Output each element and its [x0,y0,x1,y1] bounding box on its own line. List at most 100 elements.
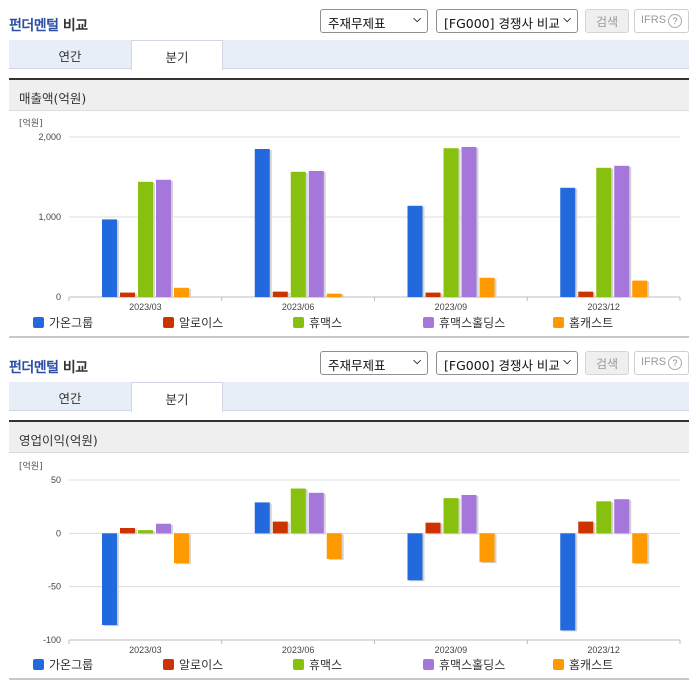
bar[interactable] [443,148,459,297]
statement-select[interactable]: 주재무제표 ⌵ [320,9,428,33]
bar[interactable] [174,287,189,297]
bar[interactable] [425,522,441,534]
legend-swatch-icon [423,658,434,670]
group-select[interactable]: [FG000] 경쟁사 비교 ⌵ [436,9,578,33]
legend-item[interactable]: 가온그룹 [33,656,93,672]
x-tick-label: 2023/09 [435,645,468,654]
bar[interactable] [560,187,576,297]
statement-select[interactable]: 주재무제표 ⌵ [320,351,428,375]
legend-label: 휴맥스홀딩스 [439,657,506,672]
bar[interactable] [596,167,612,297]
divider [9,336,689,338]
legend-item[interactable]: 휴맥스 [293,656,342,672]
tab-annual[interactable]: 연간 [58,391,82,406]
group-select-value: [FG000] 경쟁사 비교 [444,358,560,373]
legend-item[interactable]: 홈캐스트 [553,314,613,330]
tab-annual[interactable]: 연간 [58,49,82,64]
x-tick-label: 2023/03 [129,302,162,312]
chevron-down-icon: ⌵ [563,14,571,25]
chart-svg: [억원] 0 1,000 2,000 2023/03 2023/06 2023/09 2023… [19,117,681,312]
bar[interactable] [443,498,459,534]
revenue-bar-chart: [억원] 0 1,000 2,000 2023/03 2023/06 2023/09 2023… [0,112,696,312]
bar[interactable] [461,147,477,297]
chart-title: 영업이익(억원) [19,433,98,448]
bar[interactable] [425,292,441,297]
y-tick-label: -50 [48,582,61,592]
bar[interactable] [120,528,135,534]
ifrs-button[interactable]: IFRS ? [634,9,689,33]
bar[interactable] [272,521,288,534]
bar[interactable] [156,179,171,297]
legend-item[interactable]: 알로이스 [163,656,223,672]
y-tick-label: 0 [56,528,61,538]
fundamental-compare-revenue: 펀더멘털 비교 주재무제표 ⌵ [FG000] 경쟁사 비교 ⌵ 검색 IFRS… [0,8,696,338]
bar[interactable] [461,494,477,534]
bar[interactable] [632,280,648,297]
legend-item[interactable]: 알로이스 [163,314,223,330]
search-button[interactable]: 검색 [585,351,629,375]
legend-item[interactable]: 가온그룹 [33,314,93,330]
bar[interactable] [272,291,288,297]
bar[interactable] [614,165,630,297]
ifrs-label: IFRS [641,14,667,26]
statement-select-value: 주재무제표 [328,358,386,373]
legend-item[interactable]: 휴맥스홀딩스 [423,314,505,330]
bar[interactable] [632,533,648,564]
bar[interactable] [290,171,306,297]
unit-label: [억원] [19,460,43,472]
bar[interactable] [578,521,594,534]
x-tick-label: 2023/09 [435,302,468,312]
legend-item[interactable]: 휴맥스 [293,314,342,330]
chart-legend: 가온그룹 알로이스 휴맥스 휴맥스홀딩스 홈캐스트 [0,656,696,672]
bar[interactable] [560,533,576,631]
bar[interactable] [596,501,612,534]
bar[interactable] [102,219,117,297]
bar[interactable] [254,502,270,534]
legend-label: 휴맥스 [309,315,343,330]
bar[interactable] [290,488,306,534]
bar[interactable] [308,492,324,534]
bar[interactable] [102,533,117,626]
chart-svg: [억원] -100 -50 0 50 2023/03 2023/06 2023/09 2023/… [19,460,681,655]
bar[interactable] [479,533,495,563]
bar[interactable] [407,205,423,297]
tab-quarter[interactable]: 분기 [131,40,223,70]
legend-swatch-icon [423,316,434,328]
title-rest: 비교 [62,18,88,34]
section-title: 펀더멘털 비교 [9,357,88,377]
bar[interactable] [407,533,423,581]
legend-label: 휴맥스홀딩스 [439,315,506,330]
title-rest: 비교 [62,360,88,376]
ifrs-button[interactable]: IFRS ? [634,351,689,375]
group-select[interactable]: [FG000] 경쟁사 비교 ⌵ [436,351,578,375]
y-tick-label: 2,000 [38,132,61,142]
bar[interactable] [326,293,342,297]
legend-label: 가온그룹 [49,315,94,330]
bar[interactable] [614,499,630,534]
bar[interactable] [326,533,342,559]
y-tick-label: 0 [56,292,61,302]
bar[interactable] [578,291,594,297]
legend-swatch-icon [553,316,564,328]
legend-item[interactable]: 홈캐스트 [553,656,613,672]
bar[interactable] [254,149,270,297]
bar[interactable] [479,277,495,297]
help-icon[interactable]: ? [668,356,682,370]
bar[interactable] [120,292,135,297]
help-icon[interactable]: ? [668,14,682,28]
bar[interactable] [156,523,171,534]
period-tabs: 연간 분기 [9,40,689,70]
bar[interactable] [174,533,189,564]
legend-item[interactable]: 휴맥스홀딩스 [423,656,505,672]
chevron-down-icon: ⌵ [563,356,571,367]
bar[interactable] [138,181,153,297]
legend-swatch-icon [163,316,174,328]
title-row: 펀더멘털 비교 주재무제표 ⌵ [FG000] 경쟁사 비교 ⌵ 검색 IFRS… [0,8,696,36]
bar[interactable] [138,530,153,534]
legend-label: 홈캐스트 [569,657,614,672]
tab-quarter[interactable]: 분기 [131,382,223,412]
bar[interactable] [308,171,324,297]
legend-swatch-icon [293,316,304,328]
legend-label: 홈캐스트 [569,315,614,330]
search-button[interactable]: 검색 [585,9,629,33]
